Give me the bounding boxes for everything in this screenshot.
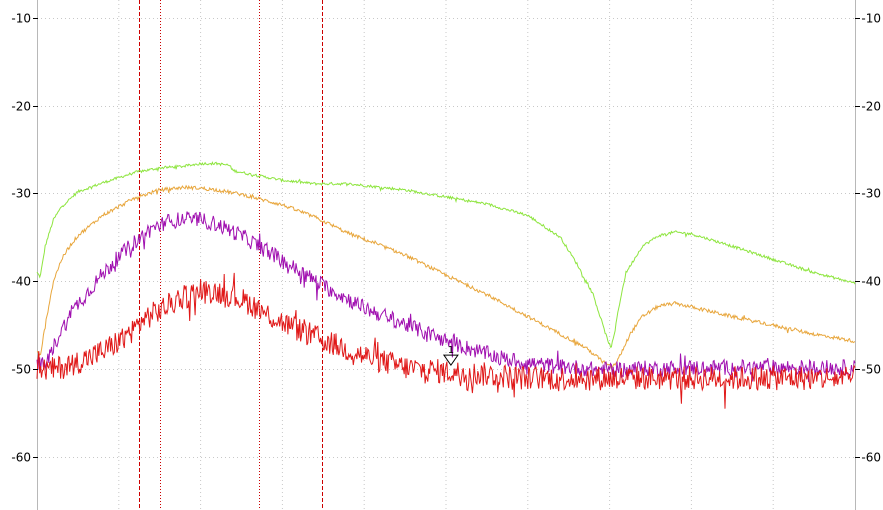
y-tick-label-left: -10 bbox=[11, 12, 31, 26]
cursor-layer bbox=[139, 0, 323, 510]
tick-layer: -10 -10 -20 -20 -30 -30 -40 -40 -50 -50 -60 -60 bbox=[11, 12, 881, 465]
y-tick-label-left: -50 bbox=[11, 363, 31, 377]
y-tick-label-right: -10 bbox=[861, 12, 881, 26]
marker-triangle-icon bbox=[442, 354, 459, 366]
y-tick-label-right: -40 bbox=[861, 275, 881, 289]
y-tick-label-right: -50 bbox=[861, 363, 881, 377]
y-tick-label-right: -20 bbox=[861, 100, 881, 114]
series-line-4 bbox=[36, 272, 856, 409]
y-tick-label-right: -60 bbox=[861, 451, 881, 465]
series-line-2 bbox=[36, 184, 856, 370]
series-layer bbox=[36, 161, 856, 409]
y-tick-label-left: -40 bbox=[11, 275, 31, 289]
y-tick-label-left: -20 bbox=[11, 100, 31, 114]
y-tick-label-left: -60 bbox=[11, 451, 31, 465]
y-tick-label-left: -30 bbox=[11, 187, 31, 201]
axis-layer bbox=[37, 0, 856, 510]
series-line-1 bbox=[36, 161, 856, 348]
y-tick-label-right: -30 bbox=[861, 187, 881, 201]
grid-layer bbox=[37, 0, 855, 510]
marker-layer: 1 bbox=[442, 345, 459, 366]
series-line-3 bbox=[36, 211, 856, 383]
marker-label: 1 bbox=[448, 345, 454, 356]
